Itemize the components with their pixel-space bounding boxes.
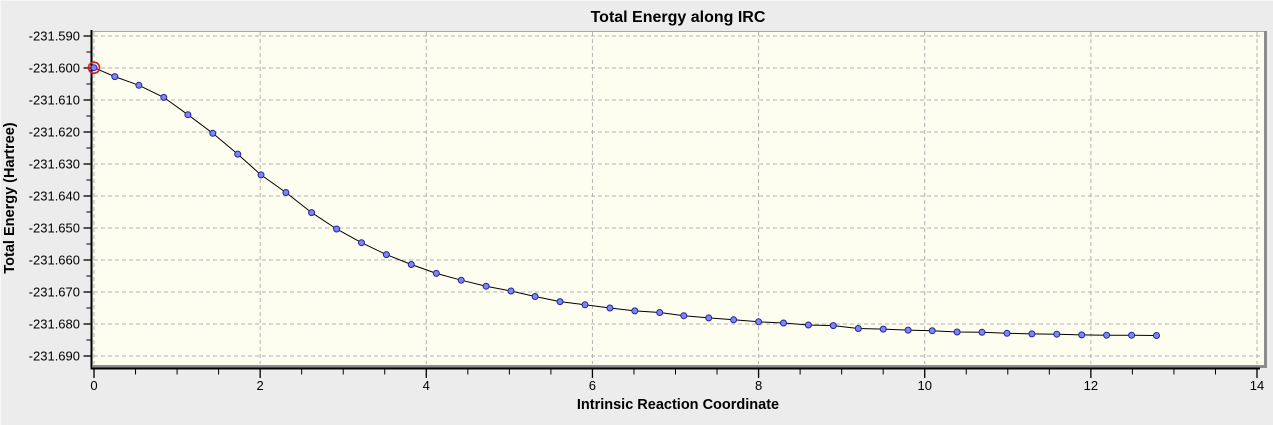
data-point[interactable] [780,319,787,327]
data-point[interactable] [308,209,316,217]
data-point[interactable] [531,293,539,300]
data-point[interactable] [730,316,738,324]
data-point[interactable] [556,298,564,306]
data-point[interactable] [333,225,341,233]
y-tick-label: -231.660 [29,253,80,268]
data-point[interactable] [111,73,119,81]
y-tick-label: -231.680 [29,317,80,332]
x-tick-label: 4 [423,378,430,393]
data-point[interactable] [953,328,961,336]
data-point[interactable] [1153,332,1160,339]
data-point[interactable] [457,276,465,284]
data-point[interactable] [234,150,242,158]
y-tick-label: -231.670 [29,285,80,300]
y-tick-label: -231.690 [29,349,80,364]
x-tick-label: 12 [1084,378,1098,393]
data-point[interactable] [482,282,490,290]
plot-area [93,31,1264,365]
data-point[interactable] [1053,330,1061,338]
x-tick-label: 8 [755,378,762,393]
data-point[interactable] [1103,331,1111,339]
data-point[interactable] [209,129,217,137]
data-point[interactable] [358,239,365,247]
data-point[interactable] [257,171,265,179]
data-point[interactable] [1128,331,1136,339]
selected-point-ring[interactable] [87,61,101,75]
data-point[interactable] [854,325,862,332]
data-point[interactable] [382,251,390,259]
data-point[interactable] [680,312,688,320]
data-point[interactable] [656,309,664,316]
data-point[interactable] [829,322,837,330]
data-point[interactable] [879,325,887,333]
y-tick-label: -231.600 [29,61,80,76]
data-point[interactable] [705,314,713,322]
x-tick-label: 0 [90,378,97,393]
chart-title: Total Energy along IRC [591,9,766,26]
data-point[interactable] [1003,329,1011,337]
data-point[interactable] [755,318,763,326]
data-point[interactable] [282,189,290,196]
data-point[interactable] [581,301,589,309]
series-line [93,67,1157,336]
y-tick-label: -231.630 [29,157,80,172]
data-point[interactable] [184,111,192,119]
y-tick-label: -231.590 [29,29,80,44]
data-point[interactable] [978,328,986,336]
data-point[interactable] [1078,331,1086,339]
y-tick-label: -231.640 [29,189,80,204]
x-tick-label: 2 [257,378,264,393]
x-tick-label: 6 [589,378,596,393]
data-point[interactable] [160,93,168,101]
data-point[interactable] [606,304,614,312]
data-point[interactable] [928,327,936,335]
y-tick-label: -231.610 [29,93,80,108]
data-point[interactable] [135,81,143,89]
data-point[interactable] [904,326,912,334]
data-point[interactable] [90,64,98,72]
y-axis-title: Total Energy (Hartree) [2,122,18,273]
data-point[interactable] [631,307,639,315]
x-tick-label: 10 [917,378,931,393]
y-tick-label: -231.650 [29,221,80,236]
data-point[interactable] [407,261,415,268]
x-tick-label: 14 [1250,378,1264,393]
data-point[interactable] [507,287,515,295]
x-axis-title: Intrinsic Reaction Coordinate [577,397,779,413]
data-point[interactable] [432,269,440,277]
y-tick-label: -231.620 [29,125,80,140]
data-point[interactable] [804,321,812,329]
data-point[interactable] [1028,330,1036,338]
